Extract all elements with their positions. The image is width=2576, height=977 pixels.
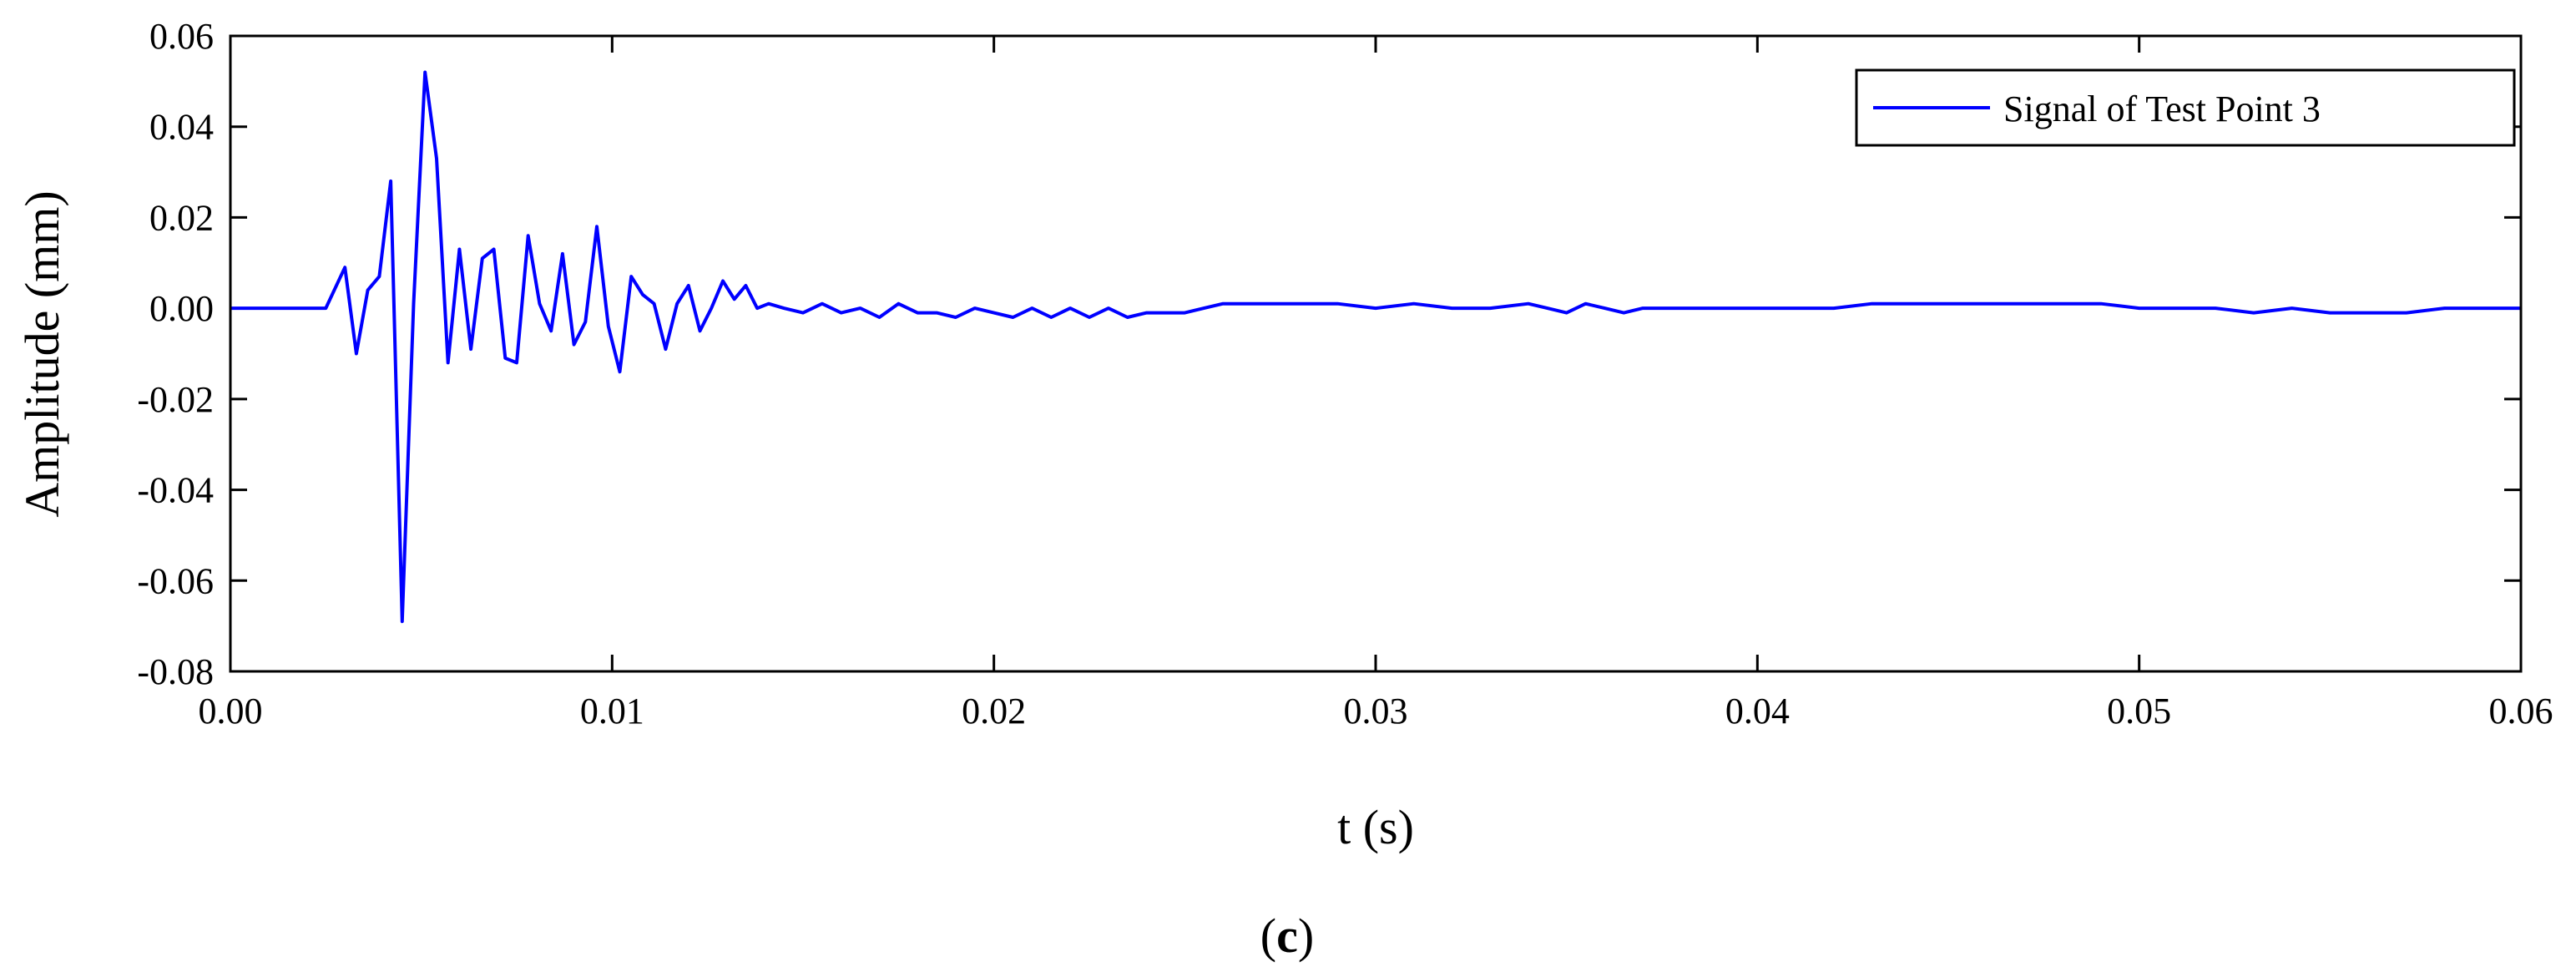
y-axis-tick-labels: -0.08 -0.06 -0.04 -0.02 0.00 0.02 0.04 0.06 xyxy=(137,16,214,692)
x-tick-label: 0.04 xyxy=(1725,691,1790,731)
x-tick-label: 0.03 xyxy=(1344,691,1408,731)
x-tick-label: 0.01 xyxy=(580,691,644,731)
x-axis-tick-labels: 0.00 0.01 0.02 0.03 0.04 0.05 0.06 xyxy=(199,691,2553,731)
x-axis-title: t (s) xyxy=(1337,800,1414,854)
y-tick-label: -0.04 xyxy=(137,470,214,511)
plot-area-frame xyxy=(229,34,2523,673)
y-tick-label: 0.02 xyxy=(149,197,214,238)
series-line-test-point-3 xyxy=(230,70,2521,624)
y-tick-label: 0.06 xyxy=(149,16,214,57)
y-tick-label: -0.02 xyxy=(137,379,214,420)
panel-label-letter: c xyxy=(1276,909,1298,963)
panel-label: (c) xyxy=(1260,909,1314,963)
y-axis-title: Amplitude (mm) xyxy=(15,190,69,517)
x-tick-label: 0.06 xyxy=(2489,691,2553,731)
x-tick-label: 0.05 xyxy=(2107,691,2171,731)
panel-label-open: ( xyxy=(1260,909,1276,963)
y-tick-label: 0.04 xyxy=(149,107,214,148)
x-tick-label: 0.00 xyxy=(199,691,263,731)
legend-label: Signal of Test Point 3 xyxy=(2003,89,2321,129)
y-tick-label: -0.08 xyxy=(137,651,214,692)
y-tick-label: -0.06 xyxy=(137,560,214,601)
panel-label-close: ) xyxy=(1298,909,1314,963)
y-tick-label: 0.00 xyxy=(149,288,214,329)
x-tick-label: 0.02 xyxy=(962,691,1026,731)
legend: Signal of Test Point 3 xyxy=(1855,68,2516,147)
